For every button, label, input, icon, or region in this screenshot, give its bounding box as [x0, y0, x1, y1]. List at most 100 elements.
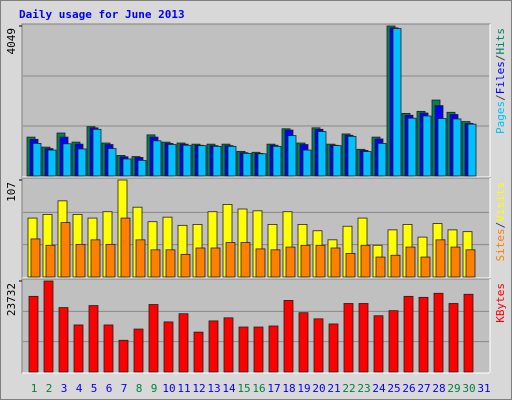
- bar: [182, 144, 192, 177]
- bar: [257, 153, 267, 177]
- bar: [272, 145, 282, 177]
- x-tick-label: 18: [282, 382, 295, 395]
- bar: [315, 244, 326, 278]
- x-tick-label: 5: [91, 382, 98, 395]
- x-tick-label: 11: [177, 382, 190, 395]
- bar: [435, 239, 446, 278]
- bar: [180, 253, 191, 278]
- x-tick-label: 6: [106, 382, 113, 395]
- bar: [167, 144, 177, 177]
- bar: [103, 324, 114, 373]
- bar: [390, 254, 401, 278]
- x-tick-label: 14: [222, 382, 236, 395]
- bar: [392, 28, 402, 177]
- bar: [287, 135, 297, 177]
- x-tick-label: 4: [76, 382, 83, 395]
- x-tick-label: 26: [402, 382, 415, 395]
- bar: [92, 128, 102, 177]
- bar: [43, 280, 54, 373]
- bar: [268, 325, 279, 373]
- x-tick-label: 15: [237, 382, 250, 395]
- bar: [45, 244, 56, 278]
- legend-entry: Visits: [494, 182, 507, 222]
- x-tick-label: 31: [477, 382, 490, 395]
- x-tick-label: 27: [417, 382, 430, 395]
- x-tick-label: 24: [372, 382, 386, 395]
- bar: [433, 292, 444, 373]
- bar: [317, 131, 327, 177]
- bar: [118, 339, 129, 373]
- bar: [60, 222, 71, 278]
- bar: [362, 151, 372, 177]
- bar: [420, 256, 431, 278]
- bar: [467, 123, 477, 177]
- legend: KBytes: [494, 283, 507, 323]
- bar: [302, 149, 312, 177]
- bar: [193, 331, 204, 373]
- bar: [448, 303, 459, 373]
- bar: [107, 148, 117, 177]
- bar: [62, 143, 72, 177]
- bar: [242, 153, 252, 177]
- chart-title: Daily usage for June 2013: [19, 8, 185, 21]
- bar: [150, 249, 161, 278]
- bar: [437, 118, 447, 177]
- bar: [197, 145, 207, 177]
- bar: [345, 253, 356, 278]
- bar: [407, 117, 417, 177]
- bar: [255, 248, 266, 278]
- x-tick-label: 7: [121, 382, 128, 395]
- bar: [178, 313, 189, 373]
- legend-entry: Files: [494, 61, 507, 94]
- bar: [360, 244, 371, 278]
- bar: [148, 304, 159, 373]
- bar: [313, 318, 324, 373]
- bar: [105, 243, 116, 278]
- bar: [300, 244, 311, 278]
- x-tick-label: 21: [327, 382, 340, 395]
- x-tick-label: 20: [312, 382, 325, 395]
- legend-separator: /: [494, 55, 507, 62]
- bar: [133, 328, 144, 373]
- bar: [135, 239, 146, 278]
- x-tick-label: 23: [357, 382, 370, 395]
- x-tick-label: 9: [151, 382, 158, 395]
- bar: [32, 142, 42, 177]
- bar: [347, 135, 357, 177]
- bar: [90, 239, 101, 278]
- bar: [270, 249, 281, 278]
- bar: [137, 160, 147, 177]
- bar: [375, 256, 386, 278]
- bar: [358, 303, 369, 373]
- bar: [223, 317, 234, 373]
- bar: [403, 295, 414, 373]
- y-tick-label: 23732: [5, 283, 18, 316]
- x-tick-label: 19: [297, 382, 310, 395]
- bar: [422, 115, 432, 177]
- x-tick-label: 12: [192, 382, 205, 395]
- bar: [227, 145, 237, 177]
- bar: [418, 296, 429, 373]
- bar: [163, 321, 174, 373]
- bar: [253, 326, 264, 373]
- bar: [88, 305, 99, 373]
- bar: [30, 238, 41, 278]
- x-tick-label: 16: [252, 382, 265, 395]
- bar: [298, 312, 309, 373]
- legend: Sites/Visits: [494, 182, 507, 262]
- bar: [152, 140, 162, 177]
- x-tick-label: 22: [342, 382, 355, 395]
- bar: [122, 158, 132, 177]
- x-tick-label: 2: [46, 382, 53, 395]
- bar: [238, 326, 249, 373]
- bar: [328, 323, 339, 373]
- bar: [208, 320, 219, 373]
- bar: [210, 247, 221, 278]
- bar: [285, 246, 296, 278]
- x-tick-label: 25: [387, 382, 400, 395]
- bar: [165, 249, 176, 278]
- legend-entry: KBytes: [494, 283, 507, 323]
- bar: [212, 145, 222, 177]
- bar: [58, 307, 69, 373]
